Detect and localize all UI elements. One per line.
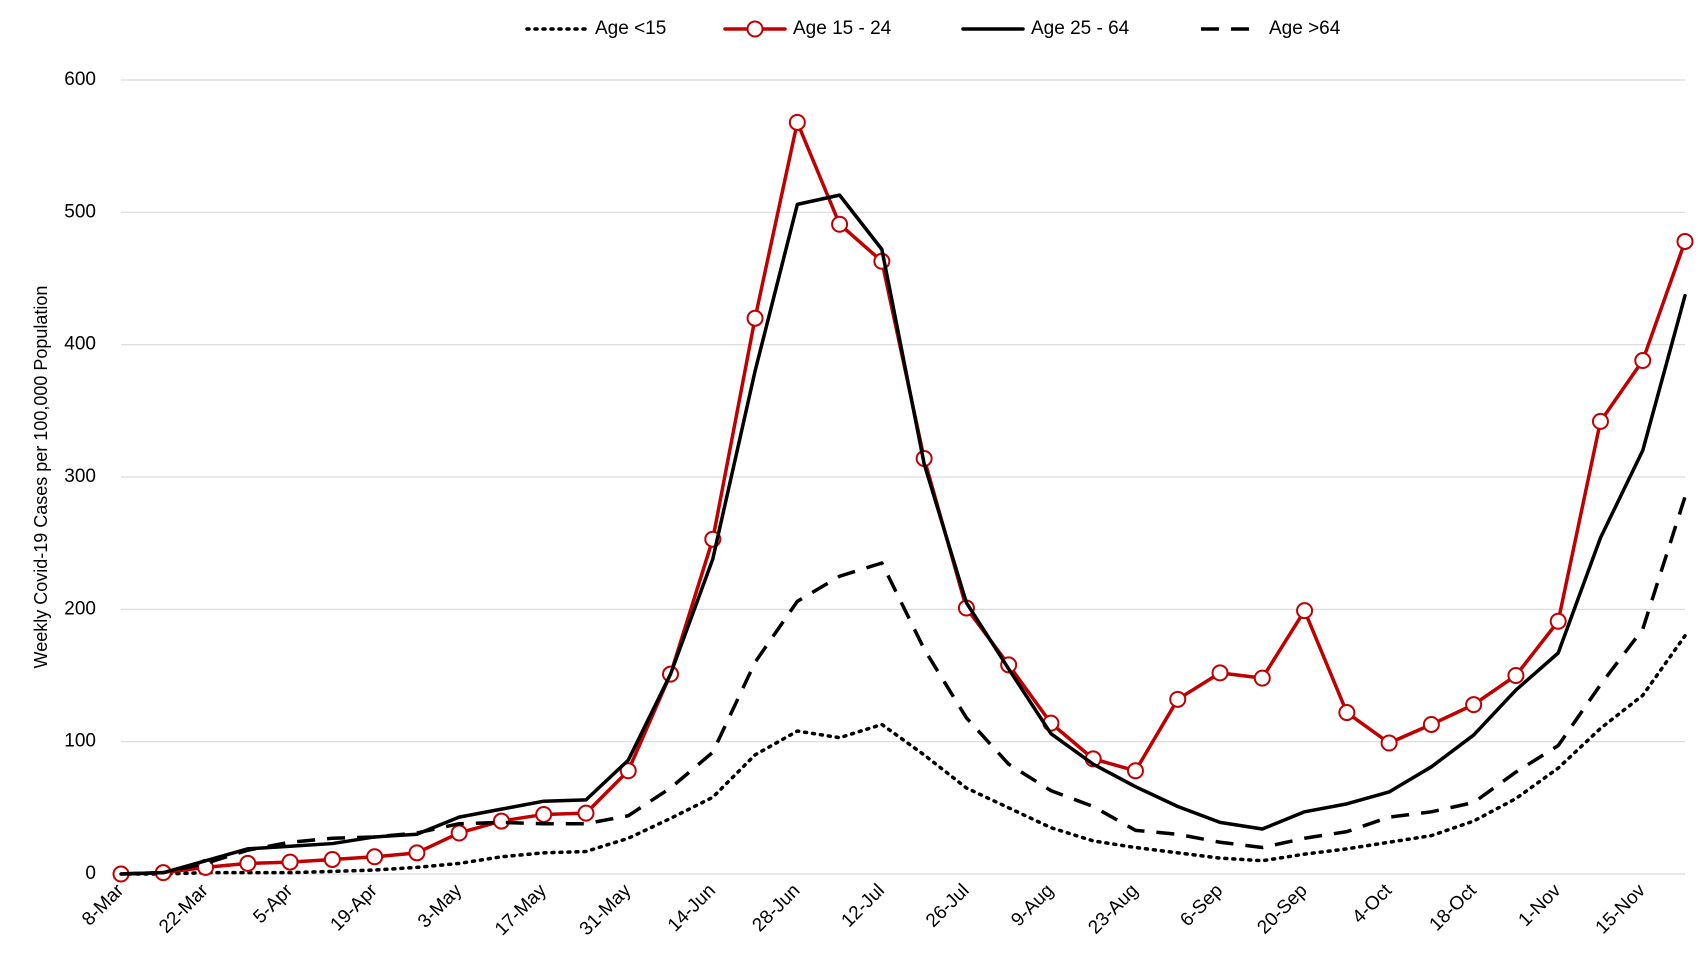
series-line (119, 634, 1687, 876)
data-point (1169, 690, 1187, 708)
data-point (1253, 669, 1271, 687)
x-tick-label: 3-May (414, 880, 467, 933)
data-point (577, 804, 595, 822)
data-point (1126, 762, 1144, 780)
x-tick-label: 22-Mar (155, 880, 213, 938)
y-tick-label: 500 (64, 201, 96, 222)
x-tick-label: 28-Jun (748, 880, 804, 936)
data-point (788, 113, 806, 131)
x-tick-label: 17-May (491, 880, 551, 940)
y-tick-label: 200 (64, 598, 96, 619)
data-point (450, 824, 468, 842)
data-point (831, 215, 849, 233)
x-tick-label: 8-Mar (78, 880, 128, 930)
data-point (1380, 734, 1398, 752)
data-point (408, 844, 426, 862)
x-tick-label: 26-Jul (922, 880, 973, 931)
data-point (1634, 352, 1652, 370)
y-tick-label: 400 (64, 334, 96, 355)
data-point (1591, 412, 1609, 430)
data-point (1507, 667, 1525, 684)
data-point (1422, 715, 1440, 733)
legend-label: Age 15 - 24 (793, 18, 892, 39)
x-tick-label: 12-Jul (838, 880, 889, 931)
legend-label: Age 25 - 64 (1031, 18, 1130, 39)
x-tick-label: 23-Aug (1084, 880, 1142, 938)
y-tick-label: 0 (85, 863, 96, 884)
y-axis-title: Weekly Covid-19 Cases per 100,000 Popula… (31, 286, 51, 669)
y-tick-label: 100 (64, 731, 96, 752)
x-tick-label: 15-Nov (1592, 880, 1651, 939)
series-line (119, 193, 1687, 876)
data-point (281, 853, 299, 871)
data-point (323, 850, 341, 868)
data-point (1338, 704, 1356, 722)
x-tick-label: 19-Apr (327, 880, 383, 936)
x-tick-label: 9-Aug (1007, 880, 1058, 931)
data-point (535, 805, 553, 823)
y-tick-label: 300 (64, 466, 96, 487)
series-line (119, 120, 1687, 876)
legend-marker (746, 20, 764, 38)
data-point (239, 854, 257, 872)
x-tick-label: 5-Apr (249, 880, 297, 928)
legend-label: Age <15 (595, 18, 666, 39)
x-tick-label: 1-Nov (1515, 880, 1566, 931)
y-tick-label: 600 (64, 69, 96, 90)
x-tick-label: 18-Oct (1426, 880, 1482, 936)
legend-label: Age >64 (1269, 18, 1341, 39)
x-tick-label: 31-May (576, 880, 636, 940)
x-tick-label: 6-Sep (1176, 880, 1227, 931)
data-point (1211, 664, 1229, 682)
x-tick-label: 14-Jun (664, 880, 720, 936)
data-point (366, 848, 384, 866)
data-point (1549, 612, 1567, 630)
x-tick-label: 20-Sep (1253, 880, 1311, 938)
data-point (746, 309, 764, 327)
series-line (120, 496, 1687, 876)
x-tick-label: 4-Oct (1348, 880, 1396, 928)
data-point (619, 762, 637, 780)
data-point (1676, 232, 1694, 250)
data-point (1296, 602, 1314, 620)
data-point (1465, 696, 1483, 714)
